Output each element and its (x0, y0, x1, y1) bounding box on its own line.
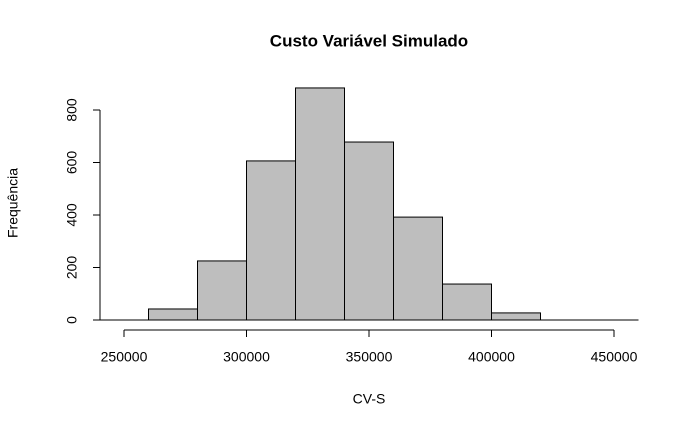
y-tick-label: 0 (64, 316, 80, 324)
bar (442, 283, 492, 321)
x-tick-label: 350000 (346, 349, 393, 365)
bar (148, 308, 198, 321)
x-tick-label: 300000 (223, 349, 270, 365)
bar (295, 87, 345, 321)
x-axis-label: CV-S (353, 391, 386, 407)
bar (344, 141, 394, 321)
bar (246, 160, 296, 321)
x-tick-label: 250000 (101, 349, 148, 365)
y-tick-label: 200 (64, 256, 80, 280)
y-axis-label: Frequência (5, 168, 21, 238)
y-tick-label: 600 (64, 151, 80, 175)
x-tick-label: 400000 (468, 349, 515, 365)
x-tick-label: 450000 (591, 349, 638, 365)
bar (197, 260, 247, 321)
y-tick-label: 800 (64, 98, 80, 122)
bar (393, 216, 443, 321)
chart-title: Custo Variável Simulado (270, 31, 468, 50)
bar (491, 312, 541, 321)
y-tick-label: 400 (64, 203, 80, 227)
